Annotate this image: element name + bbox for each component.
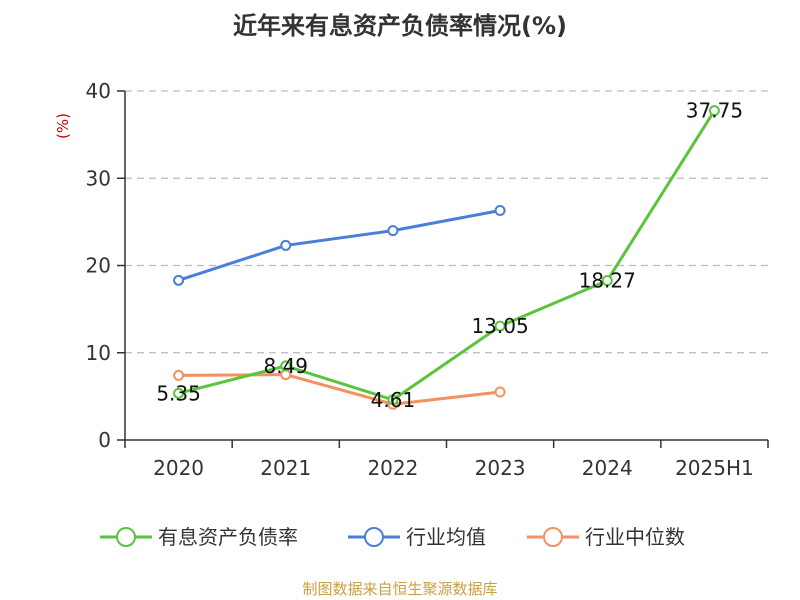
x-tick-label: 2023 xyxy=(475,456,526,480)
y-tick-label: 10 xyxy=(86,341,111,365)
source-note: 制图数据来自恒生聚源数据库 xyxy=(302,580,498,598)
data-label: 18.27 xyxy=(579,269,636,293)
series-line xyxy=(178,373,501,406)
x-tick-label: 2024 xyxy=(582,456,633,480)
legend-marker xyxy=(116,527,136,547)
x-tick-label: 2020 xyxy=(153,456,204,480)
legend-label: 有息资产负债率 xyxy=(158,525,298,549)
chart-title: 近年来有息资产负债率情况(%) xyxy=(233,12,567,40)
y-tick-label: 40 xyxy=(86,79,111,103)
data-point xyxy=(173,387,185,399)
data-label: 8.49 xyxy=(263,354,308,378)
y-axis-label: (%) xyxy=(54,113,72,139)
x-tick-label: 2025H1 xyxy=(675,456,754,480)
legend-label: 行业中位数 xyxy=(585,525,685,549)
data-point xyxy=(387,394,399,406)
y-tick-label: 0 xyxy=(98,428,111,452)
series-line xyxy=(178,109,716,402)
data-label: 5.35 xyxy=(156,381,201,405)
data-point xyxy=(173,369,185,381)
x-tick-label: 2022 xyxy=(367,456,418,480)
y-tick-label: 20 xyxy=(86,254,111,278)
legend-marker xyxy=(543,527,563,547)
y-tick-label: 30 xyxy=(86,166,111,190)
series-line xyxy=(178,209,501,282)
data-label: 4.61 xyxy=(371,388,416,412)
data-point xyxy=(494,205,506,217)
data-point xyxy=(494,386,506,398)
data-point xyxy=(708,105,720,117)
data-point xyxy=(601,275,613,287)
data-point xyxy=(173,274,185,286)
legend-marker xyxy=(364,527,384,547)
data-point xyxy=(387,225,399,237)
data-label: 37.75 xyxy=(686,99,743,123)
x-tick-label: 2021 xyxy=(260,456,311,480)
data-point xyxy=(494,320,506,332)
legend-label: 行业均值 xyxy=(406,525,486,549)
data-point xyxy=(280,360,292,372)
data-label: 13.05 xyxy=(471,314,528,338)
data-point xyxy=(280,239,292,251)
